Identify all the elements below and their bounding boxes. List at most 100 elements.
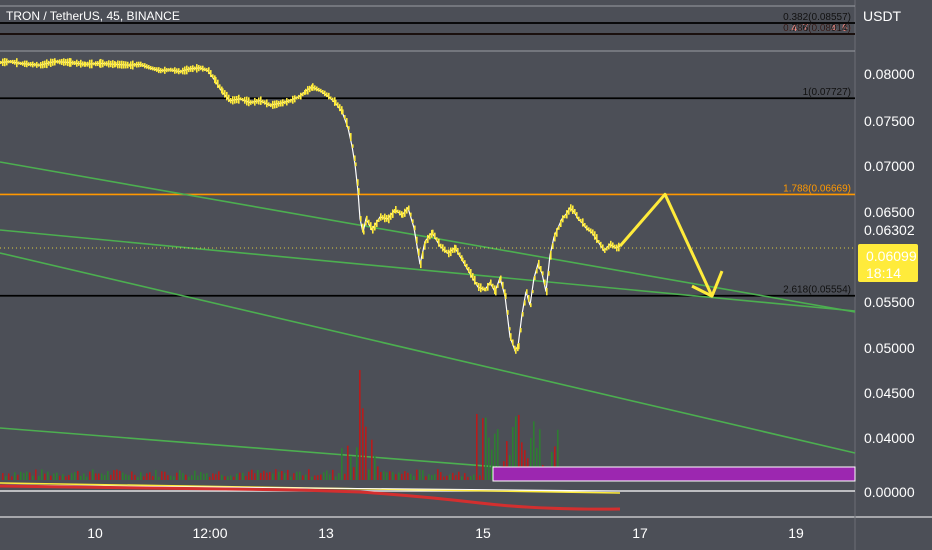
volume-bar xyxy=(98,473,100,480)
volume-bar xyxy=(269,471,271,480)
price-candle xyxy=(224,90,226,98)
price-candle xyxy=(576,212,578,219)
price-candle xyxy=(507,310,509,315)
volume-bar xyxy=(176,472,178,480)
price-candle xyxy=(206,68,208,72)
volume-bar xyxy=(125,474,127,480)
price-candle xyxy=(144,63,146,69)
price-candle xyxy=(65,58,67,66)
volume-bar xyxy=(305,474,307,480)
price-tick-label: 0.07000 xyxy=(864,158,915,174)
price-candle xyxy=(532,289,534,294)
price-candle xyxy=(194,66,196,71)
projection-arrow-head[interactable] xyxy=(691,270,724,298)
price-candle xyxy=(117,60,119,69)
price-candle xyxy=(372,225,374,234)
price-candle xyxy=(178,68,180,75)
price-candle xyxy=(542,271,544,276)
time-tick-label: 17 xyxy=(632,525,648,541)
price-candle xyxy=(52,58,54,66)
volume-bar xyxy=(257,469,259,480)
price-candle xyxy=(238,94,240,104)
price-candle xyxy=(12,59,14,64)
volume-bar xyxy=(209,476,211,480)
price-candle xyxy=(429,233,431,240)
price-candle xyxy=(528,295,530,302)
price-candle xyxy=(497,284,499,288)
price-candle xyxy=(28,62,30,66)
price-candle xyxy=(190,65,192,72)
price-candle xyxy=(363,230,365,235)
price-candle xyxy=(470,269,472,278)
price-candle xyxy=(130,61,132,70)
projection-arrow[interactable] xyxy=(618,192,714,297)
volume-bar xyxy=(119,471,121,480)
price-candle xyxy=(514,345,516,351)
price-candle xyxy=(304,90,306,95)
volume-bar xyxy=(200,472,202,480)
volume-bar xyxy=(59,475,61,480)
price-candle xyxy=(123,61,125,69)
price-candle xyxy=(38,63,40,67)
volume-bar xyxy=(221,474,223,480)
price-candle xyxy=(489,282,491,286)
price-candle xyxy=(208,67,210,75)
price-candle xyxy=(517,344,519,352)
price-candle xyxy=(6,58,8,66)
price-candle xyxy=(34,62,36,67)
price-candle xyxy=(108,60,110,68)
volume-bar xyxy=(77,470,79,480)
volume-bar xyxy=(374,455,376,480)
price-candle xyxy=(566,210,568,219)
price-candle xyxy=(294,95,296,103)
price-candle xyxy=(448,249,450,258)
price-candle xyxy=(236,95,238,104)
volume-bar xyxy=(533,421,535,480)
volume-bar xyxy=(86,476,88,480)
fib-level-label: 1(0.07727) xyxy=(803,87,851,98)
price-candle xyxy=(442,244,444,252)
price-candle xyxy=(95,61,97,67)
price-candle xyxy=(490,279,492,286)
price-candle xyxy=(355,162,357,167)
volume-bar xyxy=(518,414,520,480)
price-candle xyxy=(568,207,570,215)
price-candle xyxy=(132,60,134,70)
volume-bar xyxy=(332,469,334,480)
price-candle xyxy=(584,223,586,228)
price-candle xyxy=(202,65,204,72)
volume-bar xyxy=(236,473,238,480)
price-candle xyxy=(305,88,307,95)
volume-bar xyxy=(167,475,169,480)
volume-bar xyxy=(2,473,4,480)
price-candle xyxy=(416,236,418,244)
price-candle xyxy=(91,59,93,69)
price-candle xyxy=(36,61,38,68)
price-candle xyxy=(282,99,284,107)
volume-bar xyxy=(137,476,139,480)
price-candle xyxy=(184,66,186,75)
volume-bar xyxy=(422,470,424,480)
time-tick-label: 15 xyxy=(475,525,491,541)
price-candle xyxy=(494,285,496,295)
price-candle xyxy=(307,86,309,95)
price-candle xyxy=(341,106,343,115)
price-candle xyxy=(254,97,256,106)
price-candle xyxy=(89,59,91,69)
volume-bar xyxy=(482,418,484,480)
price-candle xyxy=(378,218,380,222)
price-candle xyxy=(32,61,34,68)
price-candle xyxy=(112,60,114,69)
volume-bar xyxy=(290,476,292,480)
volume-bar xyxy=(359,370,361,480)
price-candle xyxy=(262,99,264,104)
price-candle xyxy=(427,234,429,244)
price-candle xyxy=(495,287,497,296)
price-candle xyxy=(358,188,360,195)
volume-bar xyxy=(350,455,352,480)
price-candle xyxy=(46,59,48,69)
volume-bar xyxy=(506,441,508,480)
price-candle xyxy=(580,218,582,223)
volume-bar xyxy=(347,445,349,480)
